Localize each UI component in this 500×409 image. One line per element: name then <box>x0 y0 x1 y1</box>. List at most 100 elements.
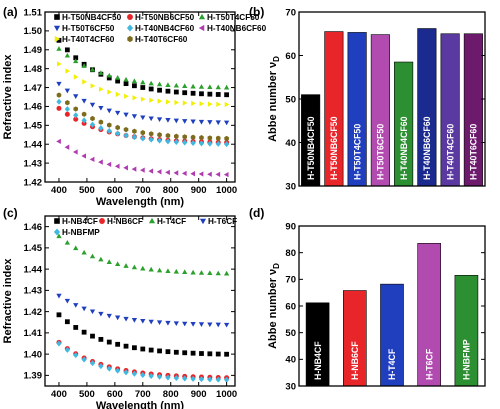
y-tick-label: 30 <box>285 381 296 392</box>
data-point <box>223 84 230 90</box>
data-point <box>56 37 62 43</box>
data-point <box>148 372 154 379</box>
bar-label: H-T50T6CF50 <box>376 124 386 180</box>
data-point <box>56 138 61 145</box>
legend-marker <box>54 35 61 43</box>
data-point <box>64 298 70 304</box>
data-point <box>57 61 62 67</box>
legend-label: H-T40T6CF60 <box>135 35 188 44</box>
data-point <box>131 370 138 377</box>
data-point <box>223 376 230 383</box>
series-H-T4CF <box>56 233 230 276</box>
data-point <box>89 102 96 108</box>
data-point <box>81 111 87 117</box>
data-point <box>131 318 138 323</box>
x-tick-label: 400 <box>51 185 67 196</box>
y-tick-label: 1.43 <box>24 158 43 169</box>
data-point <box>56 92 62 98</box>
data-point <box>182 350 188 356</box>
data-point <box>156 169 162 175</box>
data-point <box>131 264 138 270</box>
data-point <box>115 367 121 374</box>
data-point <box>115 261 121 267</box>
data-point <box>123 76 129 82</box>
data-point <box>207 351 213 357</box>
y-tick-label: 1.46 <box>24 102 43 113</box>
data-point <box>81 306 87 312</box>
data-point <box>157 98 163 104</box>
data-point <box>132 83 137 89</box>
data-point <box>215 84 221 90</box>
data-point <box>64 47 70 53</box>
data-point <box>124 93 129 99</box>
data-point <box>72 149 78 155</box>
data-point <box>123 112 129 118</box>
panel-label: (b) <box>249 5 264 19</box>
legend-label: H-T50T4CF50 <box>207 13 260 22</box>
data-point <box>98 336 104 342</box>
y-tick-label: 1.44 <box>24 140 43 151</box>
x-tick-label: 1000 <box>216 389 237 400</box>
x-tick-label: 500 <box>79 389 95 400</box>
data-point <box>165 374 171 381</box>
data-point <box>131 114 138 119</box>
legend-label: H-T40T4CF60 <box>62 35 115 44</box>
data-point <box>131 134 138 141</box>
data-point <box>148 266 154 272</box>
y-axis-label-main: Abbe number ν <box>267 269 279 349</box>
bar-label: H-T40NB4CF60 <box>399 116 409 180</box>
series-H-T40NB6CF60 <box>56 138 229 178</box>
data-point <box>198 119 205 125</box>
data-point <box>223 322 230 328</box>
data-point <box>224 351 230 357</box>
y-tick-label: 1.44 <box>24 264 43 275</box>
data-point <box>123 126 129 133</box>
data-point <box>73 112 79 119</box>
data-point <box>98 363 104 370</box>
y-tick-label: 1.51 <box>24 7 43 18</box>
data-point <box>156 267 163 273</box>
y-tick-label: 1.45 <box>24 121 43 132</box>
data-point <box>182 119 188 124</box>
bar-label: H-NB4CF <box>313 341 323 380</box>
y-tick-label: 1.46 <box>24 222 43 233</box>
data-point <box>182 321 188 327</box>
x-axis-label: Wavelength (nm) <box>96 400 185 409</box>
data-point <box>64 319 70 325</box>
data-point <box>56 46 62 51</box>
data-point <box>56 233 62 239</box>
data-point <box>207 84 213 90</box>
data-point <box>198 140 205 147</box>
y-tick-label: 40 <box>285 138 296 149</box>
y-tick-label: 1.50 <box>24 26 43 37</box>
legend-label: H-NB4CF <box>62 217 98 226</box>
data-point <box>140 167 145 173</box>
y-axis-label: Abbe number νD <box>267 263 281 349</box>
data-point <box>89 121 96 128</box>
data-point <box>223 270 230 276</box>
data-point <box>81 63 87 68</box>
legend-label: H-T50T6CF50 <box>62 24 115 33</box>
x-tick-label: 700 <box>135 185 151 196</box>
legend-label: H-T6CF <box>208 217 237 226</box>
data-point <box>190 350 196 356</box>
data-point <box>199 91 204 97</box>
data-point <box>140 265 146 271</box>
data-point <box>207 322 213 328</box>
data-point <box>123 165 128 171</box>
data-point <box>148 116 154 122</box>
data-point <box>140 318 146 324</box>
data-point <box>198 322 205 327</box>
data-point <box>106 122 112 128</box>
data-point <box>165 268 171 274</box>
legend-label: H-T40NB6CF60 <box>207 24 267 33</box>
data-point <box>198 270 205 275</box>
legend-label: H-T50NB6CF50 <box>135 13 195 22</box>
data-point <box>106 365 112 372</box>
data-point <box>89 360 96 367</box>
data-point <box>81 329 87 335</box>
y-tick-label: 50 <box>285 94 296 105</box>
y-tick-label: 50 <box>285 328 296 339</box>
bar-label: H-NB6CF <box>350 341 360 380</box>
